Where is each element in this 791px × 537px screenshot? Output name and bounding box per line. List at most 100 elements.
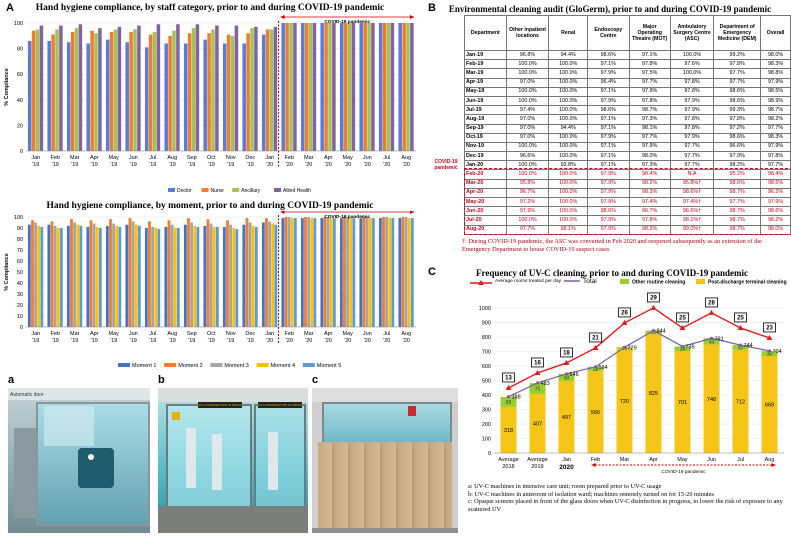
- table-header-row: Department Other inpatient locations Renal…: [464, 15, 791, 51]
- legend-swatch: [302, 363, 315, 367]
- table-cell: Sep-19: [464, 123, 507, 134]
- bar-allied-health: [156, 24, 161, 151]
- table-row: Apr-19 97.0% 100.0% 96.4% 97.7% 97.8% 97.7% 97.…: [464, 77, 791, 88]
- covid-arrow-head-right: [771, 463, 776, 467]
- bar-allied-health: [195, 24, 200, 151]
- x-tick-label-year: '19: [149, 162, 156, 168]
- table-cell: 95.8%†: [669, 178, 715, 189]
- bar-doctor: [300, 23, 305, 151]
- table-cell: 97.1%: [628, 49, 671, 61]
- rooms-per-day-marker: [708, 309, 715, 315]
- table-cell: 97.8%: [713, 114, 762, 125]
- bar-ancillary: [367, 23, 371, 151]
- covid-annotation: COVID-19 pandemic: [324, 19, 370, 25]
- table-cell: 97.7%: [760, 160, 791, 171]
- bar-routine-cleaning: [703, 338, 720, 345]
- bar-moment-1: [66, 225, 70, 327]
- bar-moment-4: [290, 218, 294, 327]
- x-tick-label-year: '20: [383, 338, 390, 344]
- terminal-value-label: 566: [591, 410, 600, 416]
- photo-label-c: c: [312, 374, 319, 386]
- y-tick-label: 40: [17, 98, 23, 104]
- table-cell: May-20: [464, 196, 507, 208]
- bar-moment-4: [251, 225, 255, 327]
- table-cell: 97.9%: [628, 141, 671, 153]
- bar-allied-health: [312, 23, 317, 151]
- table-cell: 98.6%: [587, 206, 630, 217]
- bar-ancillary: [269, 29, 274, 151]
- bar-allied-health: [98, 28, 102, 152]
- table-cell: 96.6%: [713, 141, 762, 153]
- legend-swatch: [210, 363, 223, 367]
- rooms-per-day-marker: [505, 384, 512, 390]
- x-tick-label: Jun: [707, 457, 716, 463]
- x-tick-label-month: Jul: [383, 155, 390, 161]
- note-c: c: Opaque screens placed in front of the…: [468, 498, 783, 513]
- bar-routine-cleaning: [500, 396, 517, 407]
- table-cell: Mar-19: [464, 68, 507, 79]
- table-cell: 100.0%: [548, 68, 589, 79]
- total-point: [622, 345, 627, 349]
- bar-moment-4: [95, 226, 99, 327]
- table-cell: 97.9%: [587, 215, 630, 226]
- bar-moment-4: [329, 218, 333, 327]
- y-tick-label: 0: [488, 451, 491, 457]
- bar-doctor: [281, 23, 285, 151]
- y-tick-label: 500: [482, 379, 491, 385]
- legend-terminal-swatch: [696, 279, 705, 284]
- covid-annotation: COVID-19 pandemic: [324, 214, 370, 220]
- photo-a-sign: Automatic door: [10, 392, 44, 398]
- bar-moment-1: [47, 224, 51, 327]
- table-cell: 97.9%: [713, 151, 762, 162]
- table-header-cell: Overall: [760, 15, 791, 51]
- bar-moment-2: [245, 218, 249, 327]
- rooms-per-day-marker: [592, 344, 599, 350]
- y-tick-label: 300: [482, 408, 491, 414]
- table-body: Jan-19 96.8% 94.4% 98.6% 97.1% 100.0% 99.2% 98.…: [464, 49, 791, 235]
- x-tick-label-month: Jan: [265, 155, 274, 161]
- bar-moment-2: [304, 217, 307, 327]
- table-cell: 97.7%: [628, 132, 671, 143]
- bar-moment-1: [339, 218, 343, 327]
- cleaning-audit-table: Department Other inpatient locations Renal…: [464, 15, 791, 235]
- table-cell: 97.9%: [587, 196, 630, 208]
- table-cell: 100.0%: [548, 141, 589, 153]
- bar-moment-4: [115, 225, 119, 327]
- table-cell: 96.7%: [505, 187, 550, 199]
- table-cell: 98.4%: [628, 169, 671, 180]
- bar-doctor: [86, 43, 90, 152]
- uvc-chart-title: Frequency of UV-C cleaning, prior to and…: [476, 268, 749, 278]
- bar-ancillary: [230, 35, 235, 151]
- bar-allied-health: [351, 23, 356, 151]
- bar-moment-2: [265, 218, 268, 327]
- bar-doctor: [378, 23, 383, 151]
- bar-nurse: [402, 23, 406, 151]
- table-cell: 100.0%: [548, 59, 589, 70]
- covid-arrow-head-left: [280, 211, 285, 214]
- bar-nurse: [226, 34, 231, 151]
- terminal-value-label: 497: [562, 415, 571, 421]
- table-cell: 100.0%: [548, 151, 589, 162]
- table-cell: 97.9%: [669, 132, 715, 143]
- bar-moment-3: [326, 217, 330, 327]
- x-tick-label-month: Apr: [90, 331, 99, 337]
- x-tick-label-month: Jan: [31, 155, 40, 161]
- x-tick-label-year: '19: [169, 162, 176, 168]
- x-tick-label-year: '20: [344, 338, 351, 344]
- x-tick-label-month: Mar: [70, 155, 80, 161]
- bar-moment-2: [362, 217, 366, 327]
- x-tick-label-year: '20: [266, 338, 273, 344]
- bar-nurse: [324, 23, 328, 151]
- bar-moment-5: [371, 218, 375, 327]
- terminal-value-label: 318: [504, 428, 513, 434]
- table-cell: 97.9%: [587, 95, 630, 107]
- bar-moment-2: [89, 220, 93, 327]
- table-cell: 97.7%: [628, 77, 671, 88]
- x-tick-label-year: '20: [266, 162, 273, 168]
- table-cell: 96.4%: [587, 77, 630, 88]
- table-cell: 97.0%: [505, 132, 550, 143]
- table-cell: 96.8%: [505, 49, 550, 61]
- bar-allied-health: [39, 25, 44, 152]
- table-row: Dec-19 96.6% 100.0% 97.1% 98.0% 97.7% 97.9% 97.…: [464, 151, 791, 162]
- x-tick-label-month: Apr: [324, 155, 333, 161]
